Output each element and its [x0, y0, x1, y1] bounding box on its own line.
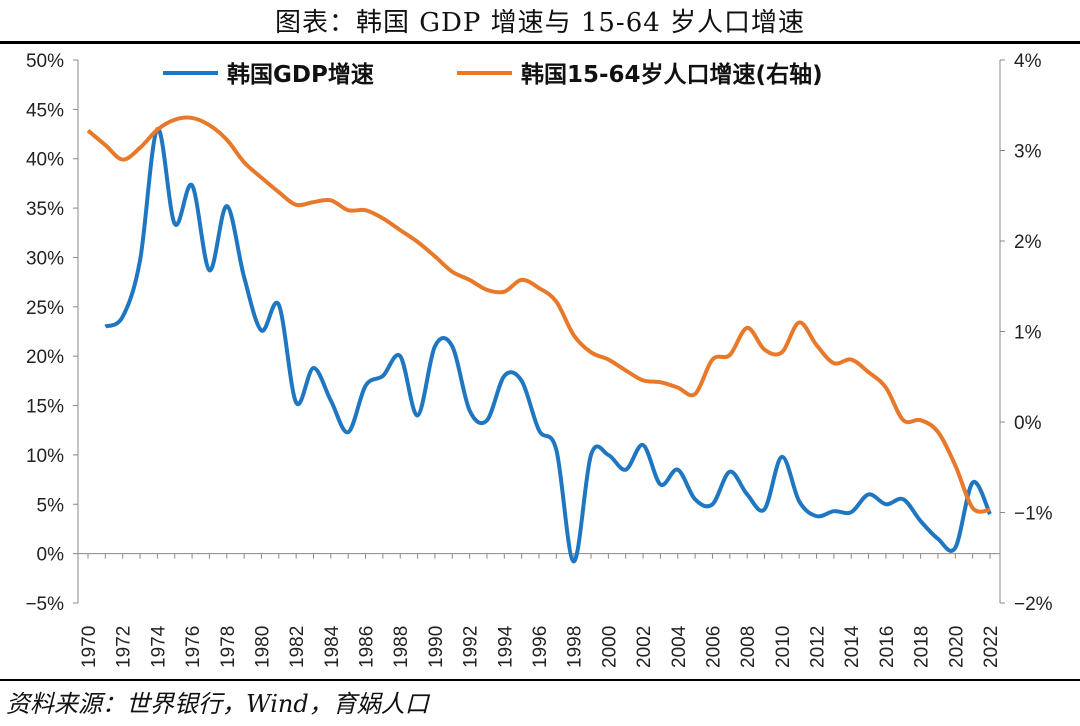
x-tick-label: 1986	[357, 626, 378, 668]
source-note: 资料来源：世界银行，Wind，育娲人口	[6, 690, 429, 718]
left-tick-label: 15%	[26, 397, 64, 418]
left-tick-label: 0%	[37, 545, 65, 566]
right-tick-label: 1%	[1014, 323, 1042, 344]
x-tick-label: 2018	[912, 626, 933, 668]
right-tick-label: 2%	[1014, 232, 1042, 253]
x-tick-label: 2016	[877, 626, 898, 668]
x-tick-label: 2020	[946, 626, 967, 668]
left-tick-label: 35%	[26, 199, 64, 220]
left-tick-label: 50%	[26, 51, 64, 72]
x-tick-label: 2000	[599, 626, 620, 668]
x-tick-label: 1988	[391, 626, 412, 668]
x-tick-label: 2006	[703, 626, 724, 668]
x-tick-label: 2010	[773, 626, 794, 668]
left-tick-label: 30%	[26, 248, 64, 269]
right-tick-label: −2%	[1014, 594, 1053, 615]
x-tick-label: 1970	[79, 626, 100, 668]
x-tick-label: 2012	[808, 626, 829, 668]
left-tick-label: −5%	[25, 594, 64, 615]
left-tick-label: 20%	[26, 347, 64, 368]
x-tick-label: 1984	[322, 625, 343, 668]
gdp-growth-line	[104, 127, 992, 564]
x-tick-label: 2014	[842, 625, 863, 668]
x-tick-label: 1994	[495, 625, 516, 668]
right-tick-label: 0%	[1014, 413, 1042, 434]
x-tick-label: 1990	[426, 626, 447, 668]
x-tick-label: 2022	[981, 626, 1002, 668]
right-tick-label: 3%	[1014, 142, 1042, 163]
x-tick-label: 1972	[114, 626, 135, 668]
chart: −5% 0% 5% 10% 15% 20% 25% 30% 35% 40% 45% 50% −2% −1%…	[25, 51, 1053, 668]
x-tick-label: 1978	[218, 626, 239, 668]
x-tick-label: 1982	[287, 626, 308, 668]
left-tick-label: 10%	[26, 446, 64, 467]
right-tick-label: 4%	[1014, 51, 1042, 72]
x-tick-label: 1976	[183, 626, 204, 668]
right-tick-label: −1%	[1014, 504, 1053, 525]
x-tick-label: 2002	[634, 626, 655, 668]
left-tick-label: 45%	[26, 100, 64, 121]
working-age-pop-growth-line	[86, 115, 991, 514]
left-tick-label: 40%	[26, 150, 64, 171]
x-tick-label: 2008	[738, 626, 759, 668]
x-tick-label: 1992	[461, 626, 482, 668]
x-tick-label: 1998	[565, 626, 586, 668]
x-tick-label: 1996	[530, 626, 551, 668]
bottom-rule	[0, 679, 1080, 681]
x-tick-label: 2004	[669, 625, 690, 668]
x-tick-label: 1974	[148, 625, 169, 668]
top-rule	[0, 41, 1080, 44]
legend-label-gdp: 韩国GDP增速	[227, 61, 374, 88]
x-tick-label: 1980	[252, 626, 273, 668]
legend-label-pop: 韩国15-64岁人口增速(右轴)	[521, 61, 823, 88]
left-tick-label: 5%	[37, 495, 65, 516]
left-tick-label: 25%	[26, 298, 64, 319]
chart-title: 图表：韩国 GDP 增速与 15-64 岁人口增速	[274, 8, 806, 38]
